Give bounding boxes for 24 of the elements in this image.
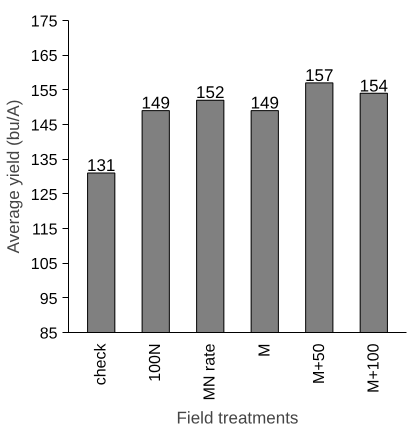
data-label: 154 — [360, 76, 388, 96]
y-tick-label: 125 — [30, 186, 58, 204]
data-label: 149 — [142, 94, 170, 113]
y-tick-label: 85 — [40, 326, 58, 342]
data-label: 157 — [305, 66, 334, 85]
y-tick-label: 135 — [30, 152, 58, 170]
y-tick-label: 115 — [32, 222, 58, 238]
x-tick-label: M+50 — [310, 343, 328, 384]
y-tick-label: 105 — [30, 256, 58, 274]
x-tick-label: 100N — [147, 344, 164, 382]
y-tick-label: 175 — [30, 14, 58, 30]
data-label: 152 — [196, 83, 224, 102]
x-tick-label: M+100 — [365, 343, 382, 393]
y-axis-title: Average yield (bu/A) — [4, 100, 23, 254]
x-tick-label: check — [92, 342, 110, 386]
y-tick-label: 95 — [40, 290, 58, 308]
y-tick-label: 145 — [30, 118, 58, 134]
x-tick-label: M — [256, 344, 274, 357]
x-tick-label: MN rate — [202, 343, 219, 400]
y-tick-label: 165 — [30, 48, 58, 66]
data-label: 131 — [87, 156, 116, 176]
y-tick-label: 155 — [30, 82, 58, 100]
x-axis-title: Field treatments — [176, 408, 298, 428]
data-label: 149 — [250, 94, 279, 113]
